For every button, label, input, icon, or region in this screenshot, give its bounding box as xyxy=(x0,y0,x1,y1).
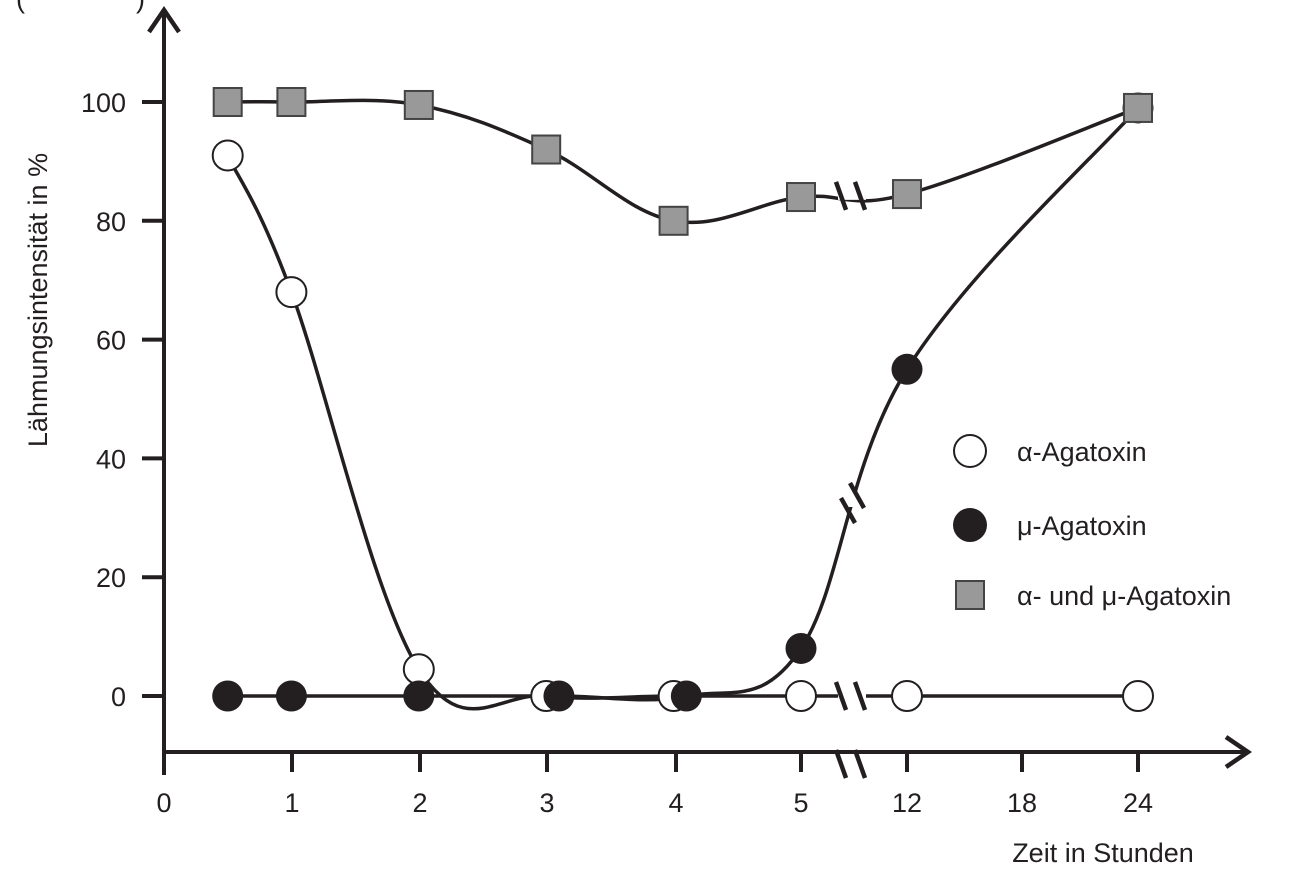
data-point-filled-circle xyxy=(543,680,575,712)
svg-text:): ) xyxy=(136,0,145,14)
x-tick-label: 4 xyxy=(668,788,683,818)
data-point-square xyxy=(403,89,434,120)
series-markers xyxy=(211,87,1154,712)
x-axis-ticks: 0 1 2 3 4 5 12 18 24 xyxy=(156,752,1153,818)
data-point-filled-circle xyxy=(891,353,923,385)
series-lines xyxy=(226,98,1140,711)
y-tick-label: 40 xyxy=(96,444,126,474)
series-line xyxy=(227,98,1139,225)
data-point-filled-circle xyxy=(670,680,702,712)
y-tick-label: 60 xyxy=(96,326,126,356)
data-point-square xyxy=(658,205,689,236)
series-line xyxy=(226,154,1138,711)
data-point-square xyxy=(212,87,243,117)
legend-label: α- und μ-Agatoxin xyxy=(1017,581,1231,611)
data-point-square xyxy=(276,87,307,117)
x-tick-label: 18 xyxy=(1007,788,1037,818)
y-tick-label: 100 xyxy=(81,88,126,118)
axis-break-icon xyxy=(833,681,849,711)
data-point-filled-circle xyxy=(212,680,244,712)
data-point-square xyxy=(531,134,562,165)
y-axis-ticks: 0 20 40 60 80 100 xyxy=(81,88,164,712)
axis-break-icon xyxy=(833,749,849,779)
series-line xyxy=(227,106,1140,702)
x-tick-label: 2 xyxy=(412,788,427,818)
y-axis-arrow-icon xyxy=(147,6,181,34)
axis-break-marks xyxy=(833,181,868,779)
legend-label: α-Agatoxin xyxy=(1017,437,1147,467)
legend-item: α- und μ-Agatoxin xyxy=(955,580,1231,611)
legend-label: μ-Agatoxin xyxy=(1017,511,1147,541)
open-circle-icon xyxy=(953,434,987,468)
x-tick-label: 24 xyxy=(1123,788,1153,818)
data-point-open-circle xyxy=(211,139,244,172)
data-point-filled-circle xyxy=(403,680,435,712)
x-axis-arrow-icon xyxy=(1224,735,1252,769)
x-tick-label: 5 xyxy=(793,788,808,818)
top-left-fragment: () xyxy=(16,0,145,14)
x-tick-label: 12 xyxy=(892,788,922,818)
data-point-open-circle xyxy=(891,680,923,712)
data-point-square xyxy=(892,179,922,210)
data-point-open-circle xyxy=(785,680,817,712)
filled-circle-icon xyxy=(953,508,987,542)
x-tick-label: 0 xyxy=(156,788,171,818)
axis-break-icon xyxy=(833,181,849,211)
data-point-filled-circle xyxy=(275,680,307,712)
x-tick-label: 3 xyxy=(539,788,554,818)
data-point-open-circle xyxy=(275,276,308,309)
axes xyxy=(147,6,1252,775)
y-tick-label: 80 xyxy=(96,207,126,237)
data-point-square xyxy=(1123,92,1153,123)
legend: α-Agatoxin μ-Agatoxin α- und μ-Agatoxin xyxy=(953,434,1231,611)
data-point-square xyxy=(786,182,816,213)
gray-square-icon xyxy=(955,580,985,610)
x-axis-title: Zeit in Stunden xyxy=(1012,838,1194,868)
y-tick-label: 20 xyxy=(96,563,126,593)
legend-item: α-Agatoxin xyxy=(953,434,1147,468)
y-axis-title: Lähmungsintensität in % xyxy=(23,153,53,447)
data-point-open-circle xyxy=(402,653,435,686)
x-tick-label: 1 xyxy=(284,788,299,818)
y-tick-label: 0 xyxy=(111,682,126,712)
data-point-open-circle xyxy=(1122,680,1154,712)
data-point-filled-circle xyxy=(785,632,817,664)
cropped-label-fragment: ( xyxy=(16,0,25,14)
legend-item: μ-Agatoxin xyxy=(953,508,1147,542)
